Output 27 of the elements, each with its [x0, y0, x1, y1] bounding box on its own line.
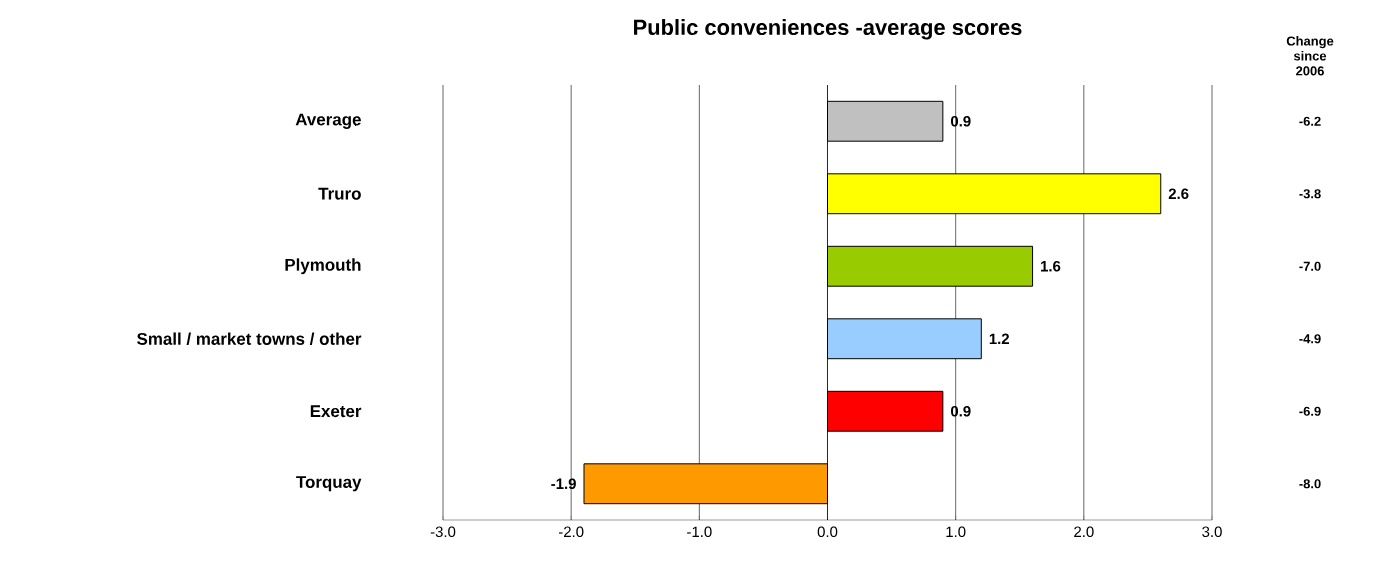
- x-tick-label: 2.0: [1074, 526, 1094, 538]
- data-label: -1.9: [551, 478, 576, 490]
- y-tick-label: Truro: [318, 187, 361, 200]
- text: -7.0: [1299, 261, 1321, 271]
- data-label: 0.9: [950, 405, 971, 417]
- x-tick-label: -3.0: [430, 526, 456, 538]
- y-tick-label: Torquay: [296, 476, 362, 492]
- x-tick-label: -2.0: [558, 526, 584, 538]
- text: -4.9: [1299, 334, 1321, 344]
- text: Change since 2006: [1286, 36, 1334, 76]
- data-label: 2.6: [1168, 188, 1189, 200]
- text: -6.2: [1299, 116, 1321, 126]
- y-tick-label: Exeter: [310, 405, 362, 418]
- data-label: 1.6: [1041, 260, 1061, 272]
- data-label: 0.9: [950, 115, 971, 127]
- text: -3.8: [1299, 189, 1321, 199]
- y-tick-label: Small / market towns / other: [137, 332, 362, 346]
- y-tick-label: Plymouth: [285, 258, 361, 275]
- text: -6.9: [1299, 406, 1321, 416]
- text: -8.0: [1299, 479, 1321, 489]
- y-tick-label: Average: [295, 113, 361, 129]
- x-tick-label: 1.0: [946, 526, 966, 538]
- x-tick-label: 3.0: [1202, 526, 1222, 538]
- x-tick-label: 0.0: [817, 526, 838, 538]
- chart-title: Public conveniences -average scores: [634, 18, 1022, 40]
- data-label: 1.2: [989, 333, 1009, 344]
- x-tick-label: -1.0: [687, 526, 712, 538]
